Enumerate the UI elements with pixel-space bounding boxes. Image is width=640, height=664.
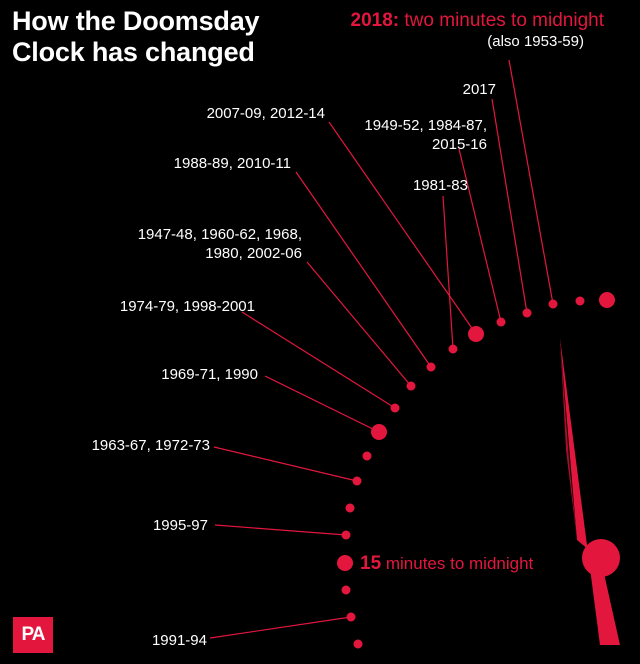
clock-dot-14: [341, 530, 351, 540]
clock-dot-4: [496, 317, 506, 327]
period-label-4: 1988-89, 2010-11: [174, 155, 291, 172]
leader-line-3: [442, 195, 454, 350]
period-label-9: 1995-97: [153, 517, 208, 534]
period-label-6-line-0: 1974-79, 1998-2001: [120, 298, 255, 315]
clock-dot-5: [468, 326, 484, 342]
leader-line-6: [241, 311, 396, 409]
period-label-5-line-1: 1980, 2002-06: [205, 245, 302, 262]
period-label-1: 1949-52, 1984-87, 2015-16: [364, 117, 487, 153]
clock-dot-12: [352, 476, 362, 486]
period-label-5-line-0: 1947-48, 1960-62, 1968,: [138, 226, 302, 243]
period-label-5: 1947-48, 1960-62, 1968, 1980, 2002-06: [138, 226, 302, 262]
period-label-4-line-0: 1988-89, 2010-11: [174, 155, 291, 172]
period-label-3: 1981-83: [413, 177, 468, 194]
title-line-2: Clock has changed: [12, 37, 255, 67]
fifteen-text: minutes to midnight: [381, 554, 534, 573]
clock-dot-10: [371, 424, 387, 440]
clock-dot-1: [575, 296, 585, 306]
clock-dot-15: [337, 555, 353, 571]
leader-line-2: [328, 121, 477, 335]
title-line-1: How the Doomsday: [12, 6, 260, 36]
minute-hand: [560, 338, 620, 645]
subheadline: (also 1953-59): [487, 33, 584, 50]
leader-line-0: [491, 98, 528, 314]
headline-year: 2018:: [350, 10, 400, 31]
period-label-8: 1963-67, 1972-73: [92, 437, 210, 454]
clock-dot-3: [522, 308, 532, 318]
page-title: How the Doomsday Clock has changed: [12, 6, 260, 68]
period-label-3-line-0: 1981-83: [413, 177, 468, 194]
pa-logo: PA: [13, 617, 53, 653]
period-label-7-line-0: 1969-71, 1990: [161, 366, 258, 383]
period-label-1-line-1: 2015-16: [432, 136, 487, 153]
leader-line-5: [306, 261, 412, 387]
period-label-10: 1991-94: [152, 632, 207, 649]
period-label-0-line-0: 2017: [463, 81, 496, 98]
leader-line-10: [209, 616, 352, 639]
period-label-10-line-0: 1991-94: [152, 632, 207, 649]
leader-line-9: [214, 524, 347, 536]
period-label-7: 1969-71, 1990: [161, 366, 258, 383]
minute-hand-pivot: [582, 539, 620, 577]
clock-dot-2: [548, 299, 558, 309]
clock-dot-13: [345, 503, 355, 513]
period-label-1-line-0: 1949-52, 1984-87,: [364, 117, 487, 134]
clock-dot-7: [426, 362, 436, 372]
leader-line-headline: [508, 59, 554, 305]
clock-dot-18: [353, 639, 363, 649]
leader-line-4: [295, 171, 432, 368]
leader-line-8: [213, 446, 358, 482]
clock-dot-6: [448, 344, 458, 354]
fifteen-minutes-label: 15 minutes to midnight: [360, 554, 533, 574]
period-label-2: 2007-09, 2012-14: [207, 105, 325, 122]
clock-dot-9: [390, 403, 400, 413]
fifteen-number: 15: [360, 553, 382, 574]
clock-dot-8: [406, 381, 416, 391]
clock-dot-17: [346, 612, 356, 622]
period-label-0: 2017: [463, 81, 496, 98]
leader-line-7: [264, 375, 380, 433]
period-label-2-line-0: 2007-09, 2012-14: [207, 105, 325, 122]
clock-dot-16: [341, 585, 351, 595]
clock-dot-0: [599, 292, 615, 308]
headline: 2018: two minutes to midnight: [351, 10, 604, 32]
clock-dot-11: [362, 451, 372, 461]
headline-text: two minutes to midnight: [399, 10, 604, 31]
leader-line-1: [458, 148, 502, 323]
period-label-9-line-0: 1995-97: [153, 517, 208, 534]
period-label-6: 1974-79, 1998-2001: [120, 298, 255, 315]
period-label-8-line-0: 1963-67, 1972-73: [92, 437, 210, 454]
